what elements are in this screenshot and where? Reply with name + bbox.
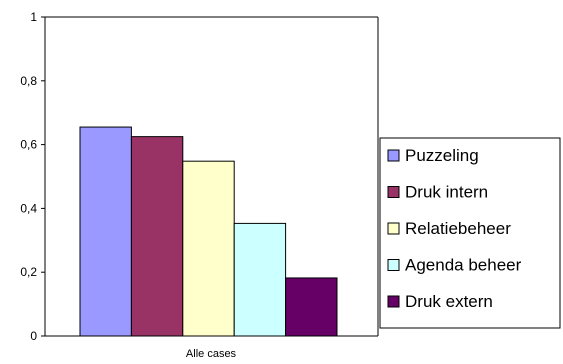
y-tick-label: 0: [30, 329, 37, 343]
y-ticks: 0 0,2 0,4 0,6 0,8 1: [20, 10, 45, 343]
legend-swatch: [387, 222, 400, 235]
legend-label: Puzzeling: [405, 146, 479, 165]
legend-label: Agenda beheer: [405, 256, 522, 275]
bar-relatiebeheer: [182, 160, 235, 337]
legend-label: Relatiebeheer: [405, 219, 511, 238]
bars: [79, 126, 338, 337]
y-tick-label: 0,6: [20, 138, 37, 152]
legend-label: Druk extern: [405, 292, 493, 311]
legend-swatch: [387, 149, 400, 162]
legend-label: Druk intern: [405, 183, 488, 202]
legend: Puzzeling Druk intern Relatiebeheer Agenda …: [379, 137, 561, 329]
legend-swatch: [387, 259, 400, 271]
legend-swatch: [387, 186, 400, 198]
y-tick-label: 0,4: [20, 201, 37, 215]
legend-swatch: [387, 295, 400, 308]
bar-druk-intern: [130, 136, 184, 337]
legend-box: [379, 137, 561, 329]
y-tick-label: 0,2: [20, 265, 37, 279]
bar-agenda-beheer: [233, 222, 287, 337]
x-category-label: Alle cases: [186, 348, 237, 360]
bar-druk-extern: [285, 277, 338, 337]
bar-puzzeling: [79, 126, 132, 337]
y-tick-label: 0,8: [20, 74, 37, 88]
plot-area: 0 0,2 0,4 0,6 0,8 1 Alle cases: [20, 10, 379, 360]
y-tick-label: 1: [30, 10, 37, 24]
